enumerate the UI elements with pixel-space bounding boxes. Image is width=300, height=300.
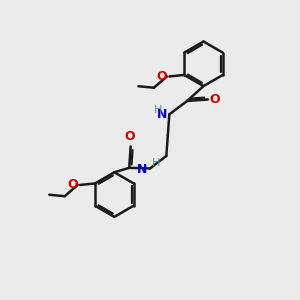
Text: O: O <box>209 93 220 106</box>
Text: H: H <box>154 105 162 115</box>
Text: H: H <box>152 158 161 168</box>
Text: O: O <box>156 70 167 83</box>
Text: O: O <box>67 178 78 191</box>
Text: O: O <box>124 130 134 143</box>
Text: N: N <box>137 163 148 176</box>
Text: N: N <box>157 108 167 122</box>
